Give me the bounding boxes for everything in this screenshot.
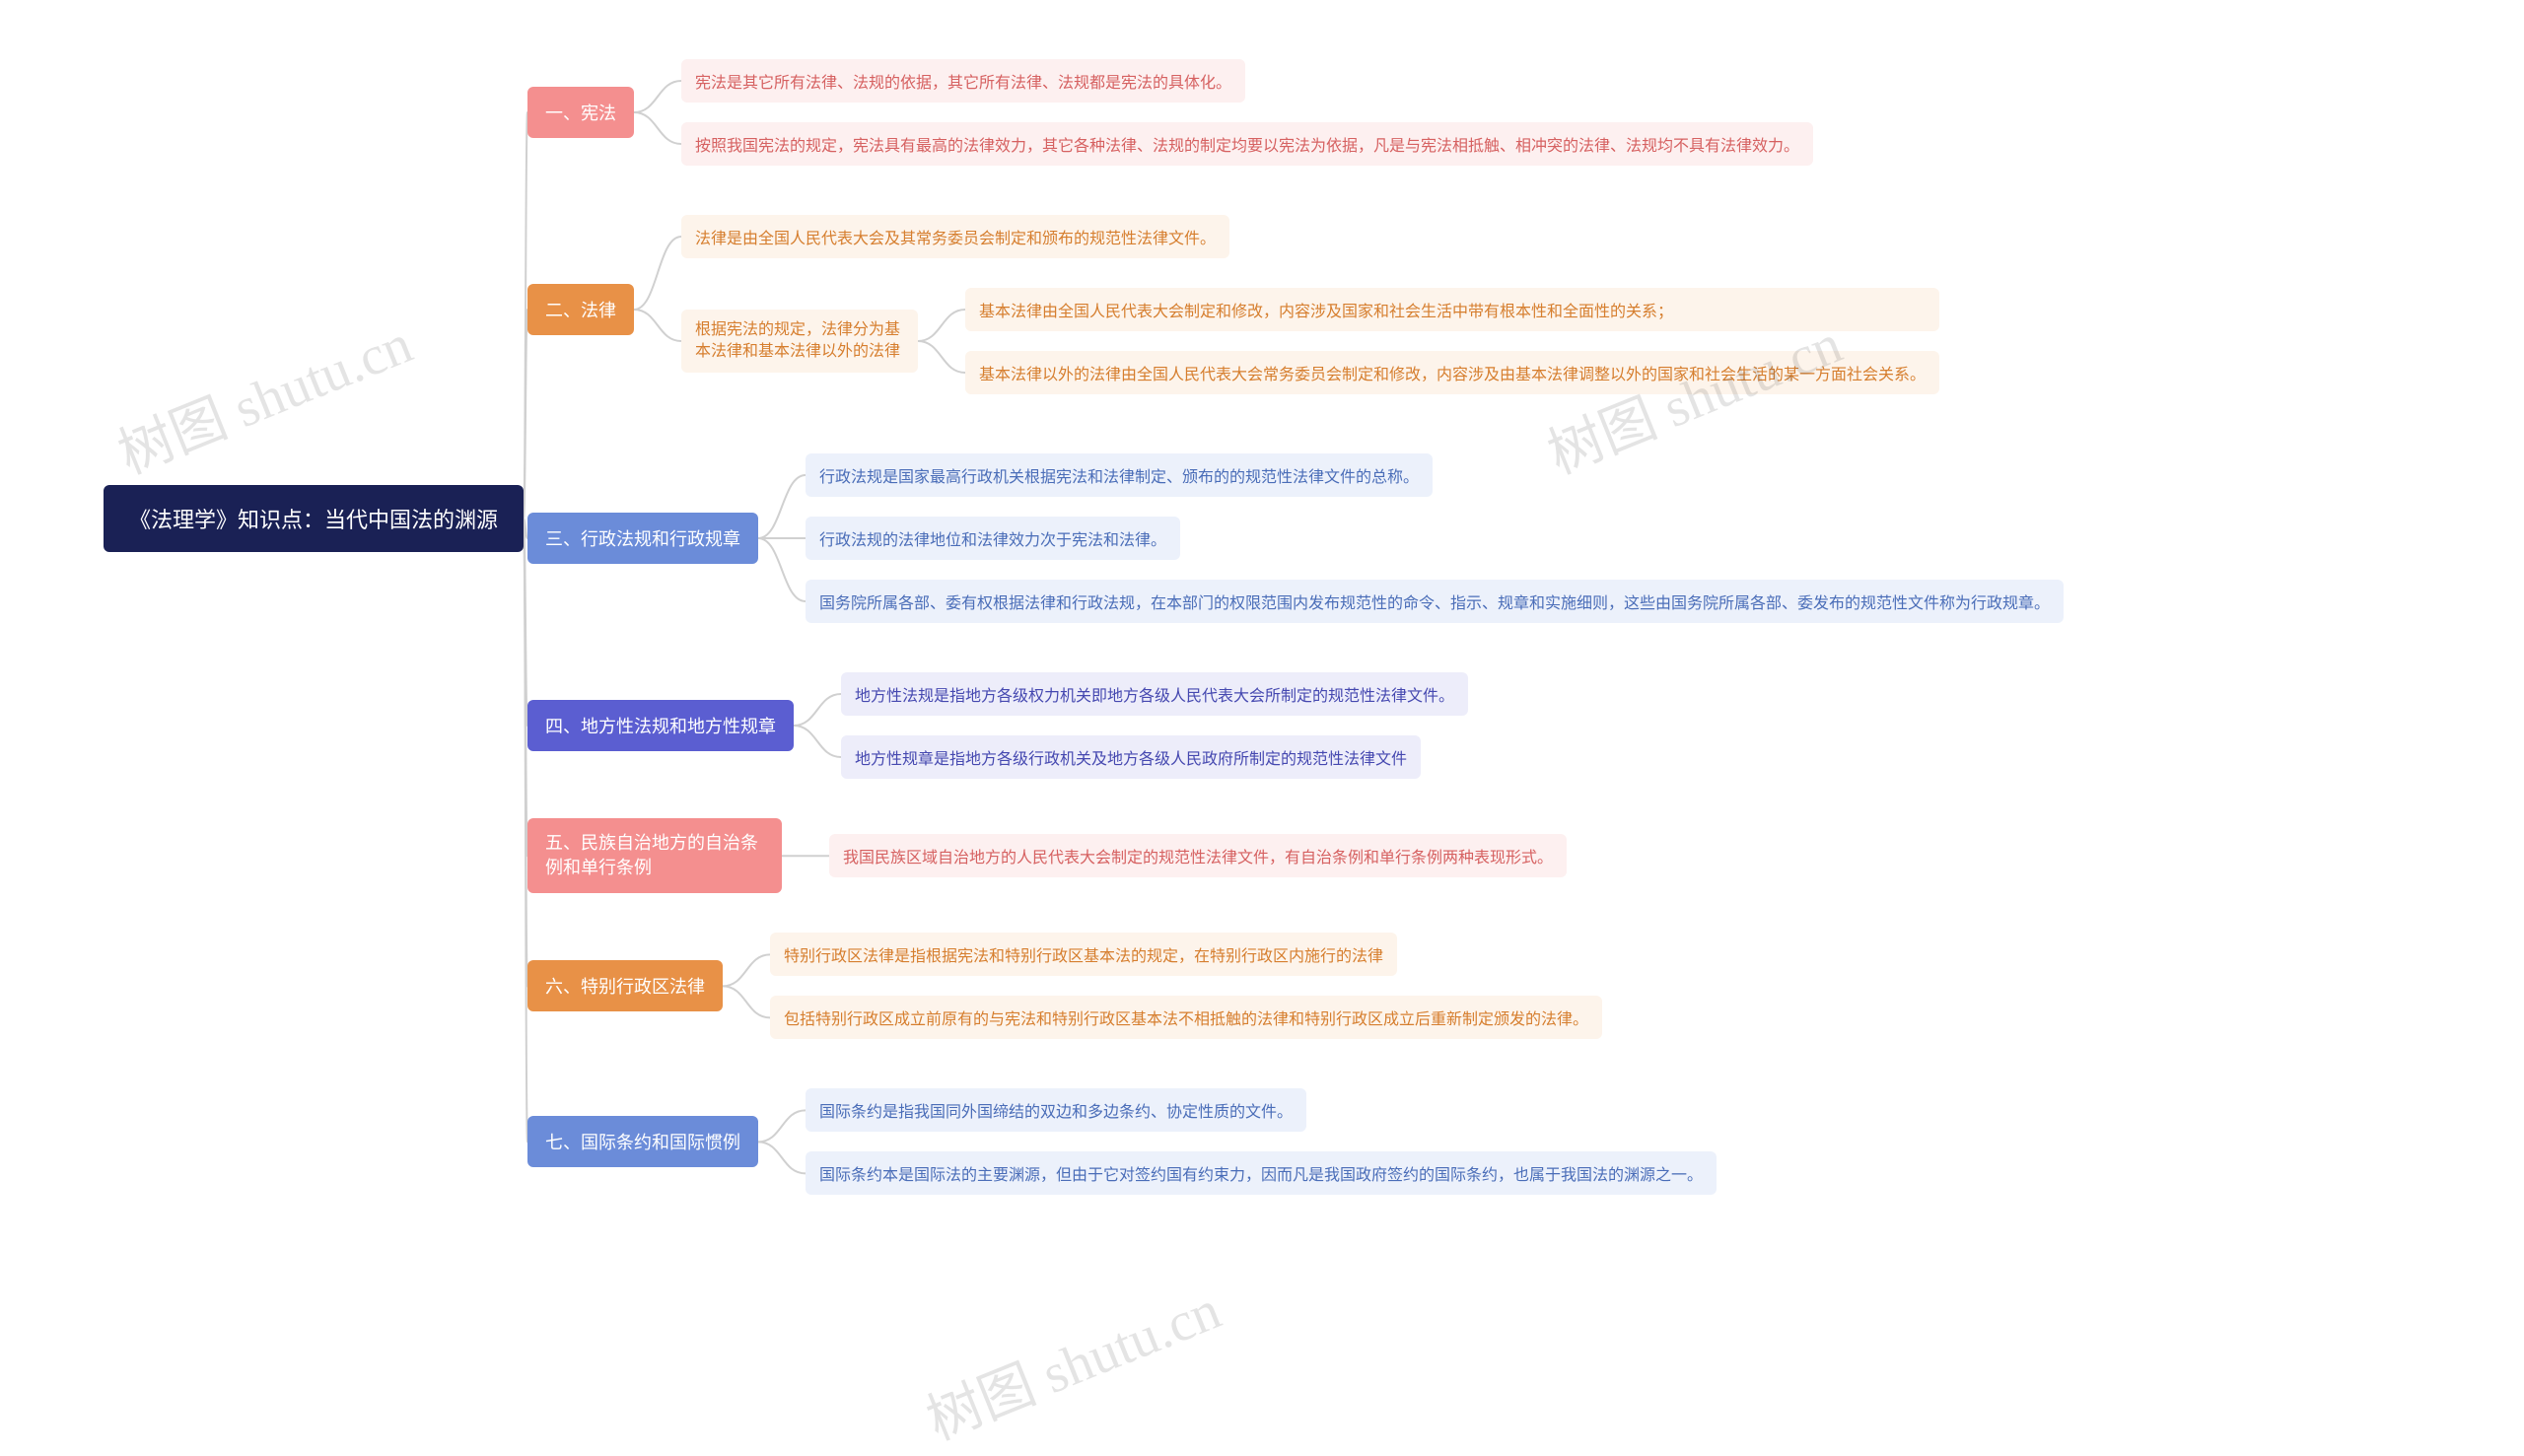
child-label-6-0: 国际条约是指我国同外国缔结的双边和多边条约、协定性质的文件。	[806, 1088, 1306, 1132]
watermark-2: 树图 shutu.cn	[913, 1266, 1230, 1456]
branch-children-6: 国际条约是指我国同外国缔结的双边和多边条约、协定性质的文件。国际条约本是国际法的…	[806, 1078, 1717, 1205]
grandchildren-1-1: 基本法律由全国人民代表大会制定和修改，内容涉及国家和社会生活中带有根本性和全面性…	[965, 278, 1939, 404]
branch-children-2: 行政法规是国家最高行政机关根据宪法和法律制定、颁布的的规范性法律文件的总称。行政…	[806, 444, 2064, 633]
child-0-1: 按照我国宪法的规定，宪法具有最高的法律效力，其它各种法律、法规的制定均要以宪法为…	[681, 122, 1813, 166]
branch-label-6: 七、国际条约和国际惯例	[527, 1116, 758, 1167]
child-label-0-1: 按照我国宪法的规定，宪法具有最高的法律效力，其它各种法律、法规的制定均要以宪法为…	[681, 122, 1813, 166]
branch-6: 七、国际条约和国际惯例国际条约是指我国同外国缔结的双边和多边条约、协定性质的文件…	[527, 1078, 2064, 1205]
child-6-1: 国际条约本是国际法的主要渊源，但由于它对签约国有约束力，因而凡是我国政府签约的国…	[806, 1151, 1717, 1195]
branch-children-4: 我国民族区域自治地方的人民代表大会制定的规范性法律文件，有自治条例和单行条例两种…	[829, 824, 1567, 887]
child-label-4-0: 我国民族区域自治地方的人民代表大会制定的规范性法律文件，有自治条例和单行条例两种…	[829, 834, 1567, 877]
branch-2: 三、行政法规和行政规章行政法规是国家最高行政机关根据宪法和法律制定、颁布的的规范…	[527, 444, 2064, 633]
child-5-0: 特别行政区法律是指根据宪法和特别行政区基本法的规定，在特别行政区内施行的法律	[770, 933, 1602, 976]
child-label-5-0: 特别行政区法律是指根据宪法和特别行政区基本法的规定，在特别行政区内施行的法律	[770, 933, 1397, 976]
branch-label-4: 五、民族自治地方的自治条例和单行条例	[527, 818, 782, 893]
child-3-1: 地方性规章是指地方各级行政机关及地方各级人民政府所制定的规范性法律文件	[841, 735, 1468, 779]
root-label: 《法理学》知识点：当代中国法的渊源	[129, 508, 498, 532]
child-1-1: 根据宪法的规定，法律分为基本法律和基本法律以外的法律 基本法律由全国人民代表大会制…	[681, 278, 1939, 404]
branch-children-0: 宪法是其它所有法律、法规的依据，其它所有法律、法规都是宪法的具体化。按照我国宪法…	[681, 49, 1813, 175]
branch-label-3: 四、地方性法规和地方性规章	[527, 700, 794, 751]
child-6-0: 国际条约是指我国同外国缔结的双边和多边条约、协定性质的文件。	[806, 1088, 1717, 1132]
child-label-3-0: 地方性法规是指地方各级权力机关即地方各级人民代表大会所制定的规范性法律文件。	[841, 672, 1468, 716]
child-label-2-2: 国务院所属各部、委有权根据法律和行政法规，在本部门的权限范围内发布规范性的命令、…	[806, 580, 2064, 623]
child-label-2-1: 行政法规的法律地位和法律效力次于宪法和法律。	[806, 517, 1180, 560]
child-label-5-1: 包括特别行政区成立前原有的与宪法和特别行政区基本法不相抵触的法律和特别行政区成立…	[770, 996, 1602, 1039]
child-3-0: 地方性法规是指地方各级权力机关即地方各级人民代表大会所制定的规范性法律文件。	[841, 672, 1468, 716]
branch-children-5: 特别行政区法律是指根据宪法和特别行政区基本法的规定，在特别行政区内施行的法律包括…	[770, 923, 1602, 1049]
branch-children-1: 法律是由全国人民代表大会及其常务委员会制定和颁布的规范性法律文件。根据宪法的规定…	[681, 205, 1939, 414]
branch-label-1: 二、法律	[527, 284, 634, 335]
child-2-0: 行政法规是国家最高行政机关根据宪法和法律制定、颁布的的规范性法律文件的总称。	[806, 453, 2064, 497]
branch-0: 一、宪法宪法是其它所有法律、法规的依据，其它所有法律、法规都是宪法的具体化。按照…	[527, 49, 2064, 175]
branch-3: 四、地方性法规和地方性规章地方性法规是指地方各级权力机关即地方各级人民代表大会所…	[527, 662, 2064, 789]
child-label-1-0: 法律是由全国人民代表大会及其常务委员会制定和颁布的规范性法律文件。	[681, 215, 1229, 258]
child-4-0: 我国民族区域自治地方的人民代表大会制定的规范性法律文件，有自治条例和单行条例两种…	[829, 834, 1567, 877]
child-label-1-1: 根据宪法的规定，法律分为基本法律和基本法律以外的法律	[681, 310, 918, 374]
child-5-1: 包括特别行政区成立前原有的与宪法和特别行政区基本法不相抵触的法律和特别行政区成立…	[770, 996, 1602, 1039]
branch-5: 六、特别行政区法律特别行政区法律是指根据宪法和特别行政区基本法的规定，在特别行政…	[527, 923, 2064, 1049]
child-label-3-1: 地方性规章是指地方各级行政机关及地方各级人民政府所制定的规范性法律文件	[841, 735, 1421, 779]
child-label-2-0: 行政法规是国家最高行政机关根据宪法和法律制定、颁布的的规范性法律文件的总称。	[806, 453, 1433, 497]
child-2-2: 国务院所属各部、委有权根据法律和行政法规，在本部门的权限范围内发布规范性的命令、…	[806, 580, 2064, 623]
branch-children-3: 地方性法规是指地方各级权力机关即地方各级人民代表大会所制定的规范性法律文件。地方…	[841, 662, 1468, 789]
branch-label-5: 六、特别行政区法律	[527, 960, 723, 1011]
child-1-0: 法律是由全国人民代表大会及其常务委员会制定和颁布的规范性法律文件。	[681, 215, 1939, 258]
branch-label-2: 三、行政法规和行政规章	[527, 513, 758, 564]
grandchild-label-1-1-1: 基本法律以外的法律由全国人民代表大会常务委员会制定和修改，内容涉及由基本法律调整…	[965, 351, 1939, 394]
child-2-1: 行政法规的法律地位和法律效力次于宪法和法律。	[806, 517, 2064, 560]
child-0-0: 宪法是其它所有法律、法规的依据，其它所有法律、法规都是宪法的具体化。	[681, 59, 1813, 103]
child-label-0-0: 宪法是其它所有法律、法规的依据，其它所有法律、法规都是宪法的具体化。	[681, 59, 1245, 103]
watermark-0: 树图 shutu.cn	[105, 300, 422, 490]
child-label-6-1: 国际条约本是国际法的主要渊源，但由于它对签约国有约束力，因而凡是我国政府签约的国…	[806, 1151, 1717, 1195]
root-node: 《法理学》知识点：当代中国法的渊源	[104, 485, 524, 552]
branch-label-0: 一、宪法	[527, 87, 634, 138]
grandchild-label-1-1-0: 基本法律由全国人民代表大会制定和修改，内容涉及国家和社会生活中带有根本性和全面性…	[965, 288, 1939, 331]
branches-container: 一、宪法宪法是其它所有法律、法规的依据，其它所有法律、法规都是宪法的具体化。按照…	[527, 49, 2064, 1234]
branch-1: 二、法律法律是由全国人民代表大会及其常务委员会制定和颁布的规范性法律文件。根据宪…	[527, 205, 2064, 414]
branch-4: 五、民族自治地方的自治条例和单行条例 我国民族区域自治地方的人民代表大会制定的规范…	[527, 818, 2064, 893]
